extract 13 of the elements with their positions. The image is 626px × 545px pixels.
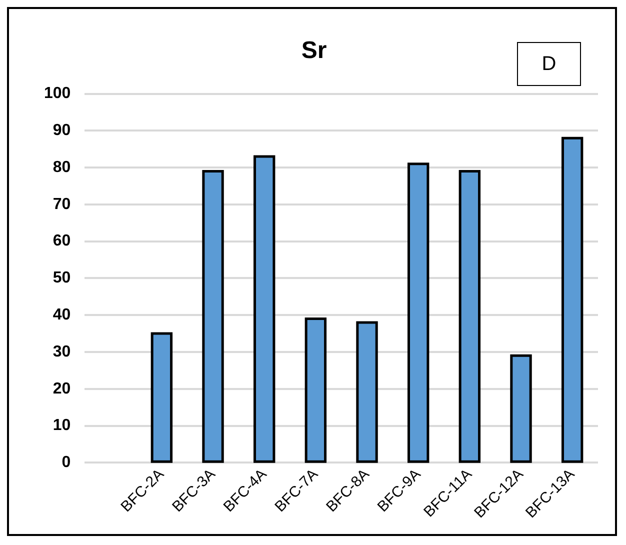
y-tick-label: 70	[52, 196, 71, 213]
y-tick-label: 50	[52, 270, 71, 287]
text: D	[517, 42, 581, 86]
y-tick-label: 100	[44, 85, 71, 102]
y-tick-label: 20	[52, 380, 71, 398]
y-tick-label: 90	[52, 122, 71, 140]
y-tick-label: 60	[52, 232, 71, 250]
chart-title: Sr	[301, 37, 327, 64]
y-tick-label: 80	[52, 158, 71, 176]
y-tick-label: 30	[52, 343, 71, 360]
y-tick-label: 0	[62, 454, 71, 472]
y-tick-label: 40	[52, 306, 71, 324]
y-tick-label: 10	[52, 417, 71, 434]
